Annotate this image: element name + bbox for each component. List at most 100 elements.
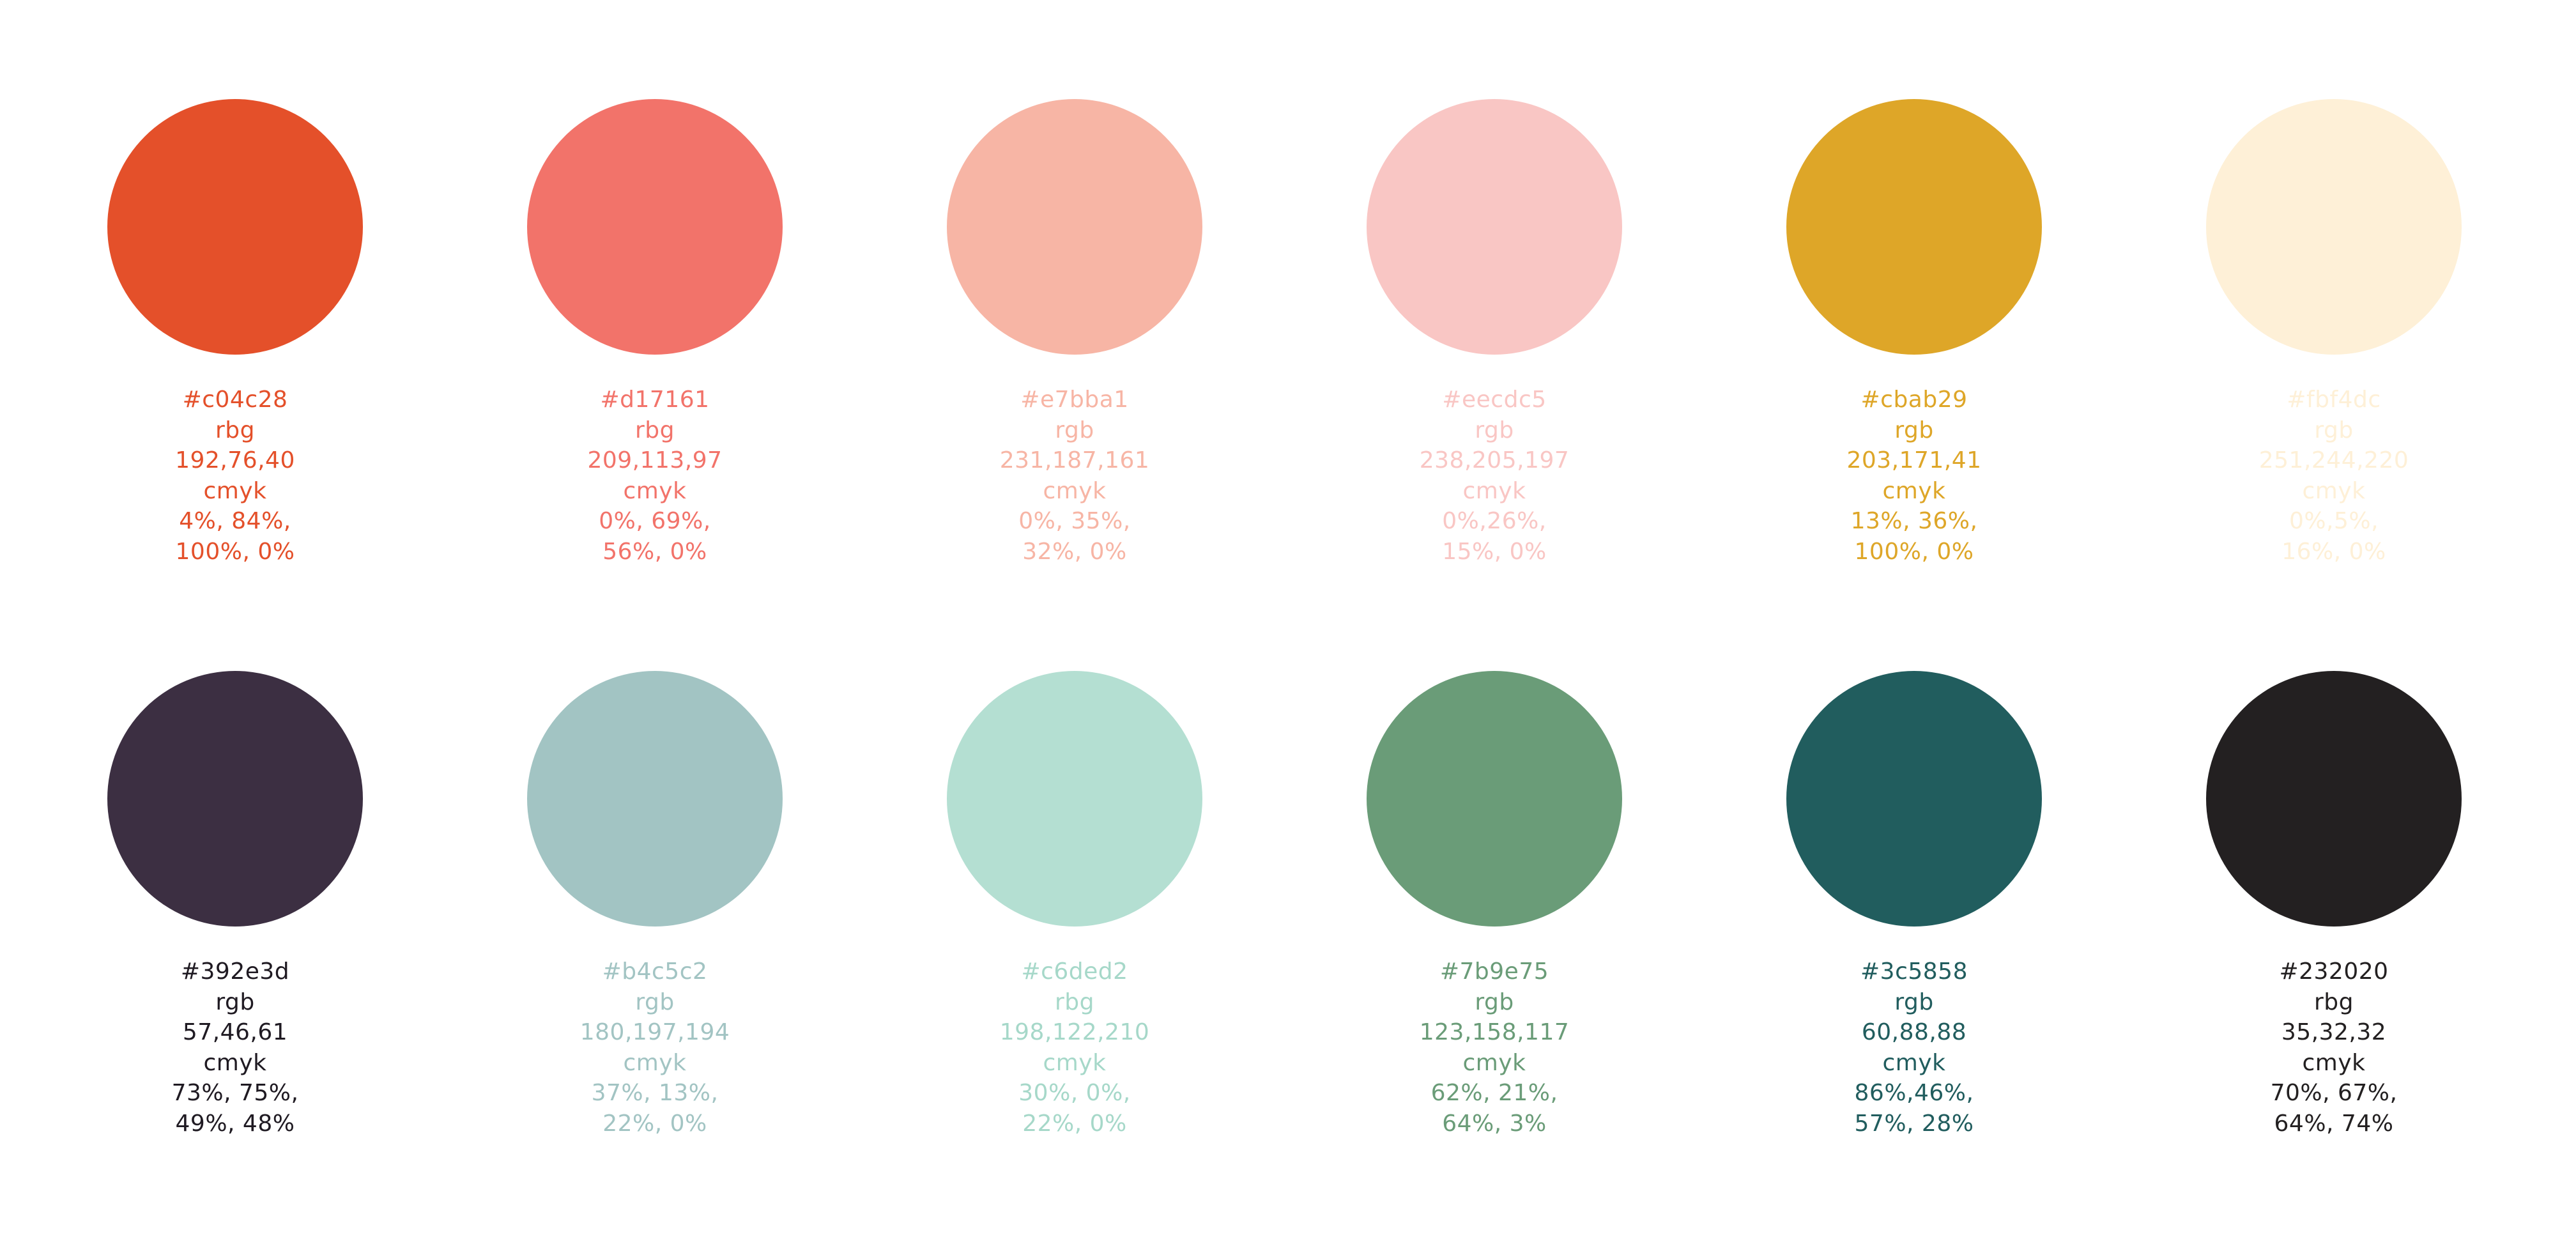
cmyk-value-line2: 15%, 0% (1442, 538, 1547, 565)
color-spec: #b4c5c2 rgb 180,197,194 cmyk 37%, 13%, 22%, 0… (495, 957, 815, 1139)
rgb-value: 123,158,117 (1419, 1019, 1570, 1045)
rgb-label: rgb (1894, 417, 1934, 443)
color-swatch: #d17161 rbg 209,113,97 cmyk 0%, 69%, 56%, 0% (527, 99, 783, 674)
cmyk-value-line2: 100%, 0% (1854, 538, 1974, 565)
color-spec: #c04c28 rbg 192,76,40 cmyk 4%, 84%, 100%, 0% (75, 385, 395, 567)
color-circle (2206, 671, 2462, 927)
color-circle (1367, 671, 1622, 927)
rgb-value: 231,187,161 (999, 447, 1150, 473)
rgb-label: rgb (635, 988, 675, 1015)
color-circle (527, 99, 783, 355)
color-spec: #3c5858 rgb 60,88,88 cmyk 86%,46%, 57%, 28% (1754, 957, 2074, 1139)
cmyk-value-line1: 0%, 35%, (1018, 508, 1131, 534)
cmyk-value-line1: 30%, 0%, (1018, 1080, 1131, 1106)
hex-code: #cbab29 (1860, 387, 1968, 413)
hex-code: #c04c28 (182, 387, 288, 413)
hex-code: #392e3d (180, 958, 290, 985)
hex-code: #d17161 (600, 387, 710, 413)
hex-code: #232020 (2279, 958, 2389, 985)
cmyk-value-line2: 100%, 0% (175, 538, 295, 565)
cmyk-value-line1: 13%, 36%, (1850, 508, 1978, 534)
color-spec: #392e3d rgb 57,46,61 cmyk 73%, 75%, 49%, 48% (75, 957, 395, 1139)
cmyk-value-line1: 62%, 21%, (1430, 1080, 1558, 1106)
rgb-label: rbg (215, 417, 255, 443)
rgb-label: rbg (634, 417, 675, 443)
rgb-value: 238,205,197 (1419, 447, 1570, 473)
cmyk-value-line1: 70%, 67%, (2270, 1080, 2398, 1106)
color-spec: #cbab29 rgb 203,171,41 cmyk 13%, 36%, 100%, 0… (1754, 385, 2074, 567)
cmyk-value-line1: 0%, 69%, (599, 508, 711, 534)
hex-code: #b4c5c2 (602, 958, 708, 985)
rgb-label: rbg (1054, 988, 1094, 1015)
hex-code: #7b9e75 (1439, 958, 1549, 985)
hex-code: #3c5858 (1860, 958, 1968, 985)
color-circle (1367, 99, 1622, 355)
rgb-value: 192,76,40 (175, 447, 295, 473)
color-swatch: #b4c5c2 rgb 180,197,194 cmyk 37%, 13%, 22%, 0… (527, 671, 783, 1246)
cmyk-value-line1: 4%, 84%, (179, 508, 291, 534)
color-swatch: #392e3d rgb 57,46,61 cmyk 73%, 75%, 49%, 48% (107, 671, 363, 1246)
cmyk-label: cmyk (2302, 1049, 2366, 1076)
color-swatch: #e7bba1 rgb 231,187,161 cmyk 0%, 35%, 32%, 0% (947, 99, 1202, 674)
color-swatch: #eecdc5 rgb 238,205,197 cmyk 0%,26%, 15%, 0% (1367, 99, 1622, 674)
cmyk-label: cmyk (1043, 477, 1107, 504)
cmyk-value-line2: 32%, 0% (1022, 538, 1127, 565)
rgb-value: 180,197,194 (579, 1019, 730, 1045)
color-circle (527, 671, 783, 927)
cmyk-label: cmyk (623, 1049, 687, 1076)
cmyk-label: cmyk (203, 1049, 267, 1076)
cmyk-value-line1: 86%,46%, (1854, 1080, 1974, 1106)
hex-code: #fbf4dc (2287, 387, 2381, 413)
cmyk-label: cmyk (1882, 477, 1946, 504)
cmyk-value-line2: 22%, 0% (602, 1110, 707, 1137)
color-circle (107, 671, 363, 927)
rgb-value: 251,244,220 (2258, 447, 2409, 473)
cmyk-label: cmyk (203, 477, 267, 504)
rgb-value: 209,113,97 (587, 447, 723, 473)
rgb-value: 35,32,32 (2281, 1019, 2387, 1045)
color-circle (2206, 99, 2462, 355)
hex-code: #e7bba1 (1020, 387, 1129, 413)
cmyk-value-line2: 64%, 3% (1442, 1110, 1547, 1137)
color-swatch: #3c5858 rgb 60,88,88 cmyk 86%,46%, 57%, 28% (1786, 671, 2042, 1246)
color-circle (107, 99, 363, 355)
color-circle (1786, 671, 2042, 927)
rgb-value: 60,88,88 (1861, 1019, 1967, 1045)
cmyk-value-line2: 64%, 74% (2274, 1110, 2394, 1137)
color-spec: #eecdc5 rgb 238,205,197 cmyk 0%,26%, 15%, 0% (1335, 385, 1654, 567)
cmyk-value-line2: 22%, 0% (1022, 1110, 1127, 1137)
color-circle (947, 99, 1202, 355)
hex-code: #eecdc5 (1442, 387, 1547, 413)
rgb-value: 57,46,61 (182, 1019, 288, 1045)
cmyk-value-line1: 0%,5%, (2288, 508, 2379, 534)
color-circle (947, 671, 1202, 927)
cmyk-value-line2: 16%, 0% (2281, 538, 2386, 565)
rgb-label: rgb (1894, 988, 1934, 1015)
cmyk-value-line1: 0%,26%, (1442, 508, 1547, 534)
color-spec: #e7bba1 rgb 231,187,161 cmyk 0%, 35%, 32%, 0% (915, 385, 1234, 567)
color-spec: #d17161 rbg 209,113,97 cmyk 0%, 69%, 56%, 0% (495, 385, 815, 567)
rgb-value: 198,122,210 (999, 1019, 1150, 1045)
cmyk-value-line2: 56%, 0% (602, 538, 707, 565)
rgb-label: rgb (215, 988, 255, 1015)
color-swatch: #232020 rbg 35,32,32 cmyk 70%, 67%, 64%, 74% (2206, 671, 2462, 1246)
rgb-label: rgb (1475, 417, 1514, 443)
color-spec: #232020 rbg 35,32,32 cmyk 70%, 67%, 64%, 74% (2174, 957, 2494, 1139)
rgb-label: rgb (1475, 988, 1514, 1015)
cmyk-label: cmyk (623, 477, 687, 504)
color-swatch: #7b9e75 rgb 123,158,117 cmyk 62%, 21%, 64%, 3… (1367, 671, 1622, 1246)
color-spec: #7b9e75 rgb 123,158,117 cmyk 62%, 21%, 64%, 3… (1335, 957, 1654, 1139)
cmyk-label: cmyk (1043, 1049, 1107, 1076)
cmyk-value-line2: 57%, 28% (1854, 1110, 1974, 1137)
color-circle (1786, 99, 2042, 355)
rgb-value: 203,171,41 (1846, 447, 1982, 473)
color-swatch: #c6ded2 rbg 198,122,210 cmyk 30%, 0%, 22%, 0% (947, 671, 1202, 1246)
hex-code: #c6ded2 (1021, 958, 1128, 985)
cmyk-value-line1: 73%, 75%, (171, 1080, 299, 1106)
rgb-label: rbg (2313, 988, 2354, 1015)
cmyk-label: cmyk (2302, 477, 2366, 504)
palette-row-warm: #c04c28 rbg 192,76,40 cmyk 4%, 84%, 100%, 0% #… (0, 99, 2576, 674)
cmyk-label: cmyk (1462, 1049, 1526, 1076)
color-spec: #fbf4dc rgb 251,244,220 cmyk 0%,5%, 16%, 0% (2174, 385, 2494, 567)
